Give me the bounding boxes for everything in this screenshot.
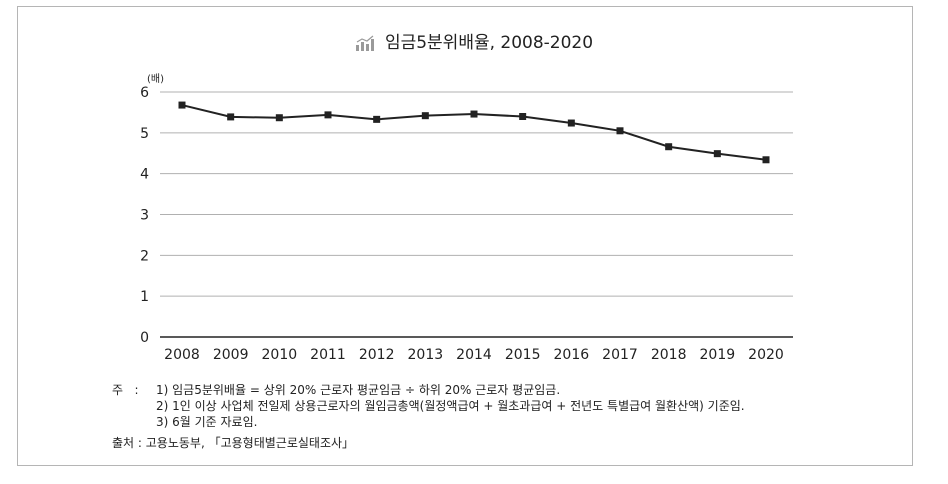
y-tick-label: 3	[140, 208, 149, 224]
chart-title: 임금5분위배율, 2008-2020	[384, 33, 594, 53]
y-tick-label: 4	[140, 167, 149, 183]
chart-frame	[17, 6, 913, 466]
bar-chart-icon	[355, 35, 377, 56]
x-tick-label: 2020	[748, 347, 784, 363]
data-point	[519, 113, 527, 120]
y-tick-label: 2	[140, 248, 149, 264]
y-tick-label: 6	[140, 85, 149, 101]
note-1: 1) 임금5분위배율 = 상위 20% 근로자 평균임금 ÷ 하위 20% 근로…	[156, 383, 561, 397]
data-point	[421, 112, 429, 120]
x-tick-label: 2019	[700, 347, 736, 363]
data-point	[178, 101, 186, 109]
x-tick-label: 2011	[310, 347, 346, 363]
notes-label: 주	[112, 383, 124, 397]
chart-source: 출처 : 고용노동부, 「고용형태별근로실태조사」	[112, 436, 355, 450]
data-point	[324, 111, 332, 119]
x-tick-label: 2016	[554, 347, 590, 363]
x-tick-label: 2017	[602, 347, 638, 363]
y-tick-label: 0	[140, 330, 149, 346]
x-tick-label: 2010	[262, 347, 298, 363]
note-2: 2) 1인 이상 사업체 전일제 상용근로자의 월임금총액(월정액급여 + 월초…	[156, 399, 745, 413]
chart-notes: 주 : 1) 임금5분위배율 = 상위 20% 근로자 평균임금 ÷ 하위 20%…	[112, 382, 745, 430]
y-tick-label: 1	[140, 289, 149, 305]
x-tick-label: 2014	[456, 347, 492, 363]
x-tick-label: 2012	[359, 347, 395, 363]
data-point	[567, 119, 575, 127]
data-point	[665, 143, 673, 151]
data-point	[713, 150, 721, 158]
notes-colon: :	[134, 383, 139, 397]
data-point	[470, 110, 478, 118]
data-point	[275, 114, 283, 122]
data-point	[616, 127, 624, 135]
note-3: 3) 6월 기준 자료임.	[156, 415, 258, 429]
x-tick-label: 2018	[651, 347, 687, 363]
data-point	[762, 156, 770, 164]
x-tick-label: 2015	[505, 347, 541, 363]
chart-title-row: 임금5분위배율, 2008-2020	[0, 28, 948, 56]
data-point	[227, 113, 235, 121]
data-point	[373, 115, 381, 123]
x-tick-label: 2013	[408, 347, 444, 363]
x-tick-label: 2008	[164, 347, 200, 363]
y-tick-label: 5	[140, 126, 149, 142]
x-tick-label: 2009	[213, 347, 249, 363]
y-axis-label: (배)	[147, 73, 164, 85]
